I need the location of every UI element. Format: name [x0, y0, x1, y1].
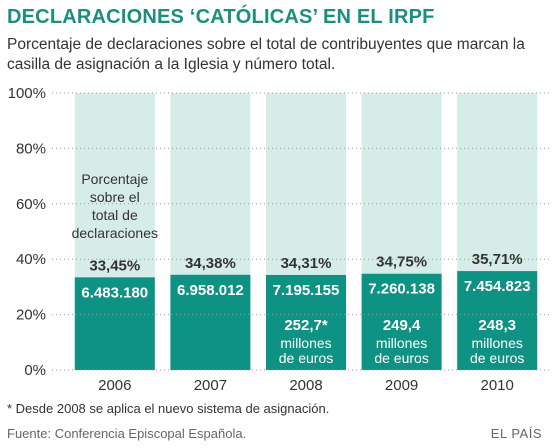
declarations-label: 6.958.012 [177, 282, 244, 299]
declarations-label: 7.195.155 [273, 282, 340, 299]
x-tick-label: 2006 [98, 377, 131, 394]
footnote: * Desde 2008 se aplica el nuevo sistema … [7, 401, 330, 416]
annotation-label: sobre el [90, 189, 140, 205]
brand-logo: EL PAÍS [490, 426, 542, 441]
amount-label: 252,7* [284, 317, 328, 334]
y-tick-label: 20% [16, 307, 46, 324]
declarations-label: 7.260.138 [368, 281, 435, 298]
declarations-label: 7.454.823 [464, 278, 531, 295]
source-note: Fuente: Conferencia Episcopal Española. [7, 426, 247, 441]
amount-unit-label: de euros [374, 350, 428, 366]
y-tick-label: 80% [16, 140, 46, 157]
bar [74, 277, 155, 370]
annotation-label: total de [92, 207, 138, 223]
bar-value-label: 33,45% [89, 257, 140, 274]
x-tick-label: 2009 [385, 377, 418, 394]
amount-unit-label: millones [280, 335, 331, 351]
bar [457, 271, 538, 370]
annotation-label: Porcentaje [81, 171, 148, 187]
amount-unit-label: de euros [470, 350, 524, 366]
bar [170, 274, 251, 370]
amount-unit-label: millones [472, 335, 523, 351]
y-tick-label: 100% [8, 85, 46, 102]
bar-value-label: 34,75% [376, 254, 427, 271]
x-tick-label: 2010 [481, 377, 514, 394]
declarations-label: 6.483.180 [81, 284, 148, 301]
y-tick-label: 0% [24, 362, 46, 379]
y-tick-label: 40% [16, 251, 46, 268]
x-tick-label: 2007 [194, 377, 227, 394]
bar-value-label: 34,31% [281, 255, 332, 272]
x-tick-label: 2008 [289, 377, 322, 394]
amount-label: 248,3 [478, 317, 516, 334]
amount-unit-label: de euros [279, 350, 333, 366]
annotation-label: declaraciones [72, 225, 158, 241]
bar [361, 273, 442, 370]
bar-value-label: 34,38% [185, 255, 236, 272]
chart-title: DECLARACIONES ‘CATÓLICAS’ EN EL IRPF [7, 6, 435, 28]
bar-value-label: 35,71% [472, 251, 523, 268]
bar [266, 274, 346, 370]
chart-subtitle: Porcentaje de declaraciones sobre el tot… [7, 36, 525, 73]
amount-unit-label: millones [376, 335, 427, 351]
y-tick-label: 60% [16, 196, 46, 213]
amount-label: 249,4 [383, 317, 421, 334]
